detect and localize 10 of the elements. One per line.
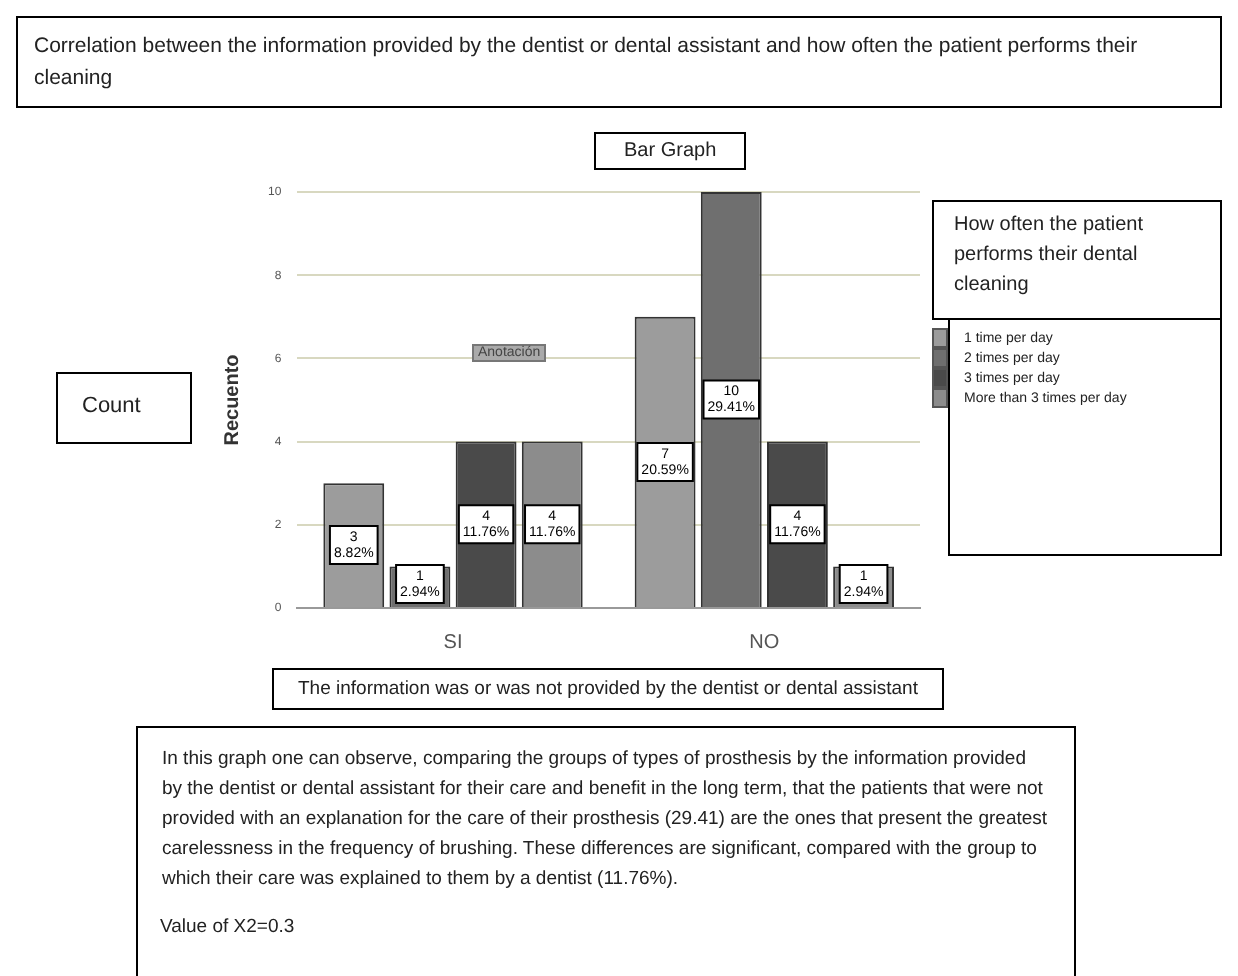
y-axis-title: Recuento xyxy=(221,354,244,446)
x-axis-title: The information was or was not provided by the dentist or dental assistant xyxy=(272,668,944,710)
chart-title: Correlation between the information provided by the dentist or dental assistant and how often the patient performs their cleaning xyxy=(16,16,1222,108)
x-tick-label: SI xyxy=(443,631,463,654)
text: Count xyxy=(56,372,192,444)
chart-subtitle: Bar Graph xyxy=(594,132,747,170)
x-tick-label: NO xyxy=(749,631,780,654)
text: Value of X2=0.3 xyxy=(160,916,295,938)
text: In this graph one can observe, comparing the groups of types of prosthesis by the information provided by the dentist or dental assistant for their care and benefit in the long term, that the patients that were not provided with an explanation for the care of their prosthesis (29.41) are the ones that present the greatest carelessness in the frequency of brushing. These differences are significant, compared with the group to which their care was explained to them by a dentist (11.76%). xyxy=(162,748,1048,890)
legend-title: How often the patient performs their dental cleaning xyxy=(932,200,1222,320)
